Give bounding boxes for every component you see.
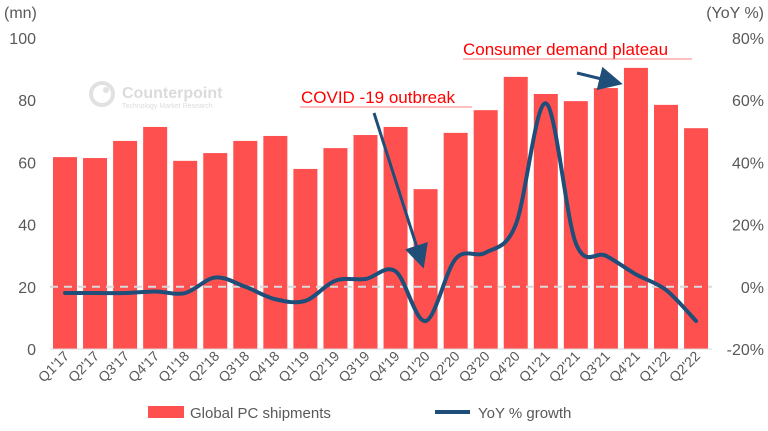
yoy-growth-line: [63, 101, 699, 324]
left-tick-label: 80: [18, 93, 36, 110]
x-tick-label: Q2'17: [65, 348, 103, 386]
bar-Q2'19: [323, 148, 348, 349]
bar-Q1'17: [53, 157, 77, 349]
left-tick-label: 100: [9, 31, 36, 48]
legend-label-yoy: YoY % growth: [478, 405, 571, 422]
x-tick-label: Q4'17: [125, 348, 163, 386]
x-tick-label: Q1'17: [35, 348, 73, 386]
left-axis-label: (mn): [4, 5, 37, 22]
right-tick-label: 60%: [732, 93, 764, 110]
bar-Q2'22: [684, 128, 709, 349]
bar-Q3'19: [353, 135, 378, 349]
right-tick-label: 20%: [732, 218, 764, 235]
legend-label-shipments: Global PC shipments: [190, 405, 331, 422]
x-tick-label: Q4'20: [485, 348, 523, 386]
x-tick-label: Q3'18: [215, 348, 253, 386]
bar-Q2'18: [203, 153, 228, 349]
x-tick-label: Q4'19: [365, 348, 403, 386]
x-tick-label: Q2'21: [546, 348, 584, 386]
bar-Q4'18: [263, 135, 288, 349]
x-tick-label: Q3'17: [95, 348, 133, 386]
x-tick-label: Q2'22: [666, 348, 704, 386]
bar-Q1'18: [173, 160, 198, 349]
bar-Q3'17: [113, 140, 138, 349]
covid-arrow: [372, 112, 428, 269]
right-tick-label: 80%: [732, 31, 764, 48]
x-tick-label: Q1'22: [636, 348, 674, 386]
left-tick-label: 0: [27, 342, 36, 359]
bar-Q1'19: [293, 168, 318, 349]
left-tick-label: 40: [18, 218, 36, 235]
bar-Q2'20: [443, 132, 468, 349]
bar-Q2'21: [563, 101, 588, 350]
bar-Q4'20: [503, 76, 528, 349]
annotation-consumer-demand: Consumer demand plateau: [463, 40, 668, 59]
legend-swatch-shipments: [148, 406, 184, 418]
left-tick-label: 60: [18, 155, 36, 172]
bar-Q4'19: [383, 126, 408, 349]
bar-Q4'17: [143, 126, 168, 349]
annotation-covid: COVID -19 outbreak: [301, 88, 456, 107]
bar-Q3'20: [473, 110, 498, 349]
right-tick-label: -20%: [727, 342, 764, 359]
x-tick-label: Q4'18: [245, 348, 283, 386]
left-tick-label: 20: [18, 280, 36, 297]
x-tick-label: Q1'19: [275, 348, 313, 386]
bar-Q4'21: [623, 67, 648, 349]
bar-Q2'17: [83, 158, 108, 349]
x-tick-label: Q1'20: [395, 348, 433, 386]
x-tick-label: Q2'18: [185, 348, 223, 386]
plateau-arrow: [576, 66, 623, 91]
right-tick-label: 0%: [741, 280, 764, 297]
watermark-tagline: Technology Market Research: [122, 103, 213, 110]
right-axis-label: (YoY %): [706, 5, 764, 22]
bar-Q3'18: [233, 140, 258, 349]
x-tick-label: Q1'18: [155, 348, 193, 386]
x-tick-label: Q4'21: [606, 348, 644, 386]
x-tick-label: Q2'19: [305, 348, 343, 386]
watermark-logo-icon: [89, 81, 115, 107]
x-tick-label: Q3'21: [576, 348, 614, 386]
counterpoint-watermark: Counterpoint Technology Market Research: [89, 81, 223, 110]
x-tick-label: Q3'19: [335, 348, 373, 386]
bar-Q1'21: [533, 93, 558, 349]
x-tick-label: Q2'20: [425, 348, 463, 386]
x-tick-label: Q1'21: [515, 348, 553, 386]
bar-Q1'20: [413, 189, 438, 349]
bar-Q1'22: [654, 104, 678, 350]
watermark-name: Counterpoint: [122, 85, 223, 102]
bar-Q3'21: [593, 88, 618, 350]
x-tick-label: Q3'20: [455, 348, 493, 386]
right-tick-label: 40%: [732, 155, 764, 172]
